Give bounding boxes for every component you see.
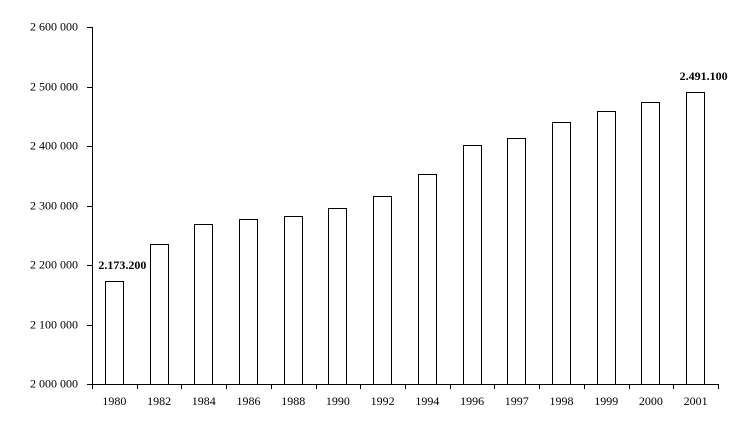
x-tick-mark [271,384,272,389]
x-tick-mark [92,384,93,389]
bar-1996 [463,145,482,385]
y-tick-label: 2 400 000 [30,138,78,153]
x-tick-label-1984: 1984 [191,394,216,408]
y-tick-label: 2 600 000 [30,19,78,34]
x-tick-label-1998: 1998 [549,394,574,408]
y-tick-mark [87,205,92,207]
x-tick-mark [584,384,585,389]
x-tick-label-1994: 1994 [415,394,440,408]
x-tick-label-1988: 1988 [281,394,306,408]
x-tick-mark [316,384,317,389]
x-tick-label-1980: 1980 [102,394,127,408]
x-tick-label-1999: 1999 [594,394,619,408]
x-tick-label-1982: 1982 [147,394,172,408]
x-tick-mark [718,384,719,389]
y-tick-mark [87,146,92,147]
x-tick-label-1996: 1996 [460,394,485,408]
x-tick-label-1992: 1992 [370,394,395,408]
data-label-1980: 2.173.200 [98,258,147,272]
bar-1986 [239,219,258,385]
y-tick-label: 2 100 000 [30,317,78,331]
data-label-2001: 2.491.100 [679,69,728,83]
y-tick-mark [87,384,92,385]
x-tick-label-2001: 2001 [683,394,708,408]
bar-1988 [284,216,303,385]
y-tick-mark [87,265,92,266]
bar-1980 [105,281,124,385]
x-tick-mark [450,384,451,389]
bar-1992 [373,196,392,385]
bar-1998 [552,122,571,385]
x-tick-mark [405,384,406,389]
x-tick-mark [226,384,227,389]
y-tick-label: 2 500 000 [30,79,78,93]
x-tick-mark [673,384,674,389]
bar-1999 [597,111,616,385]
y-tick-mark [87,27,92,28]
x-tick-mark [629,384,630,389]
bar-1994 [418,174,437,385]
y-tick-mark [87,324,92,326]
bar-1984 [194,224,213,385]
bar-1997 [507,138,526,385]
x-tick-mark [494,384,495,389]
x-tick-label-1990: 1990 [325,394,350,408]
x-tick-mark [137,384,138,389]
bar-1990 [328,208,347,385]
bar-2001 [686,92,705,385]
x-tick-label-1997: 1997 [504,394,529,408]
x-tick-mark [360,384,361,389]
x-tick-mark [539,384,540,389]
y-tick-label: 2 200 000 [30,257,78,272]
y-tick-label: 2 000 000 [30,376,78,391]
bar-2000 [641,102,660,385]
bar-1982 [150,244,169,385]
y-tick-mark [87,86,92,88]
x-tick-label-2000: 2000 [638,394,663,408]
y-tick-label: 2 300 000 [30,198,78,212]
x-tick-label-1986: 1986 [236,394,261,408]
x-tick-mark [181,384,182,389]
y-axis-line [92,27,93,385]
